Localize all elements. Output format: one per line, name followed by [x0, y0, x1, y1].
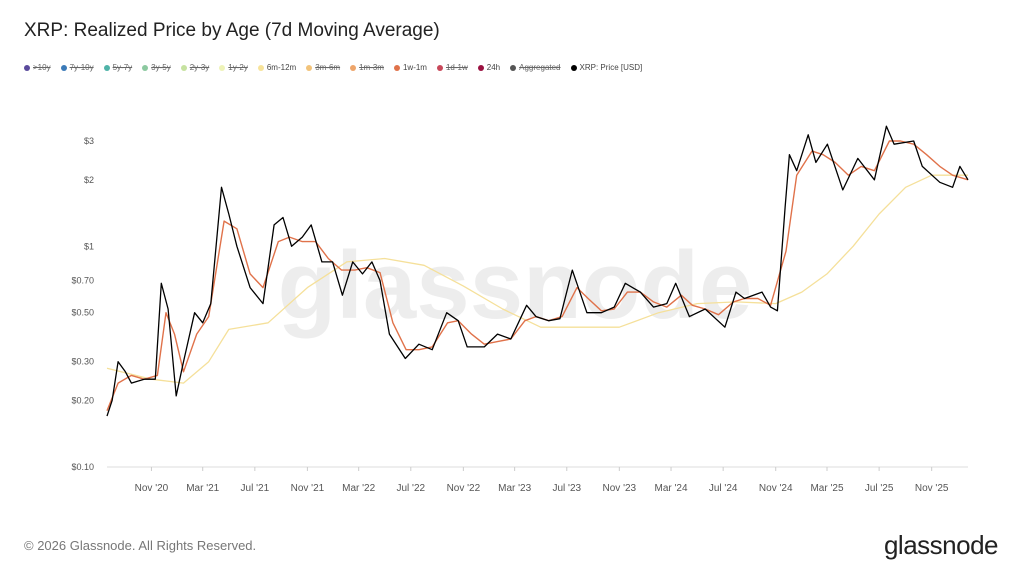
legend-label: 1m-3m: [359, 63, 384, 72]
y-tick-label: $0.50: [71, 308, 94, 318]
legend-dot-icon: [436, 64, 443, 71]
legend-dot-icon: [350, 64, 357, 71]
legend-item[interactable]: XRP: Price [USD]: [570, 63, 643, 72]
x-tick-label: Nov '22: [447, 483, 481, 494]
series-line-xrp-price-usd-: [106, 125, 969, 417]
series-line-6m-12m: [106, 174, 968, 384]
x-tick-label: Nov '25: [915, 483, 949, 494]
y-tick-label: $0.20: [71, 396, 94, 406]
legend-dot-icon: [510, 64, 517, 71]
glassnode-logo: glassnode: [883, 530, 999, 560]
legend-label: >10y: [33, 63, 51, 72]
legend-item[interactable]: 24h: [477, 63, 501, 72]
x-tick-label: Jul '25: [865, 483, 894, 494]
legend-dot-icon: [477, 64, 484, 71]
legend-dot-icon: [142, 64, 149, 71]
legend-item[interactable]: Aggregated: [510, 63, 561, 72]
legend-item[interactable]: 5y-7y: [103, 63, 133, 72]
legend-dot-icon: [257, 64, 264, 71]
y-tick-label: $0.70: [71, 275, 94, 285]
legend-item[interactable]: 1y-2y: [219, 63, 248, 72]
legend-item[interactable]: 3y-5y: [142, 63, 171, 72]
y-tick-label: $0.30: [71, 357, 94, 367]
y-tick-label: $0.10: [71, 462, 94, 472]
legend-item[interactable]: 1w-1m: [393, 63, 427, 72]
legend-dot-icon: [219, 64, 226, 71]
legend-label: 24h: [486, 63, 501, 72]
legend-item[interactable]: 6m-12m: [257, 63, 297, 72]
legend-dot-icon: [24, 64, 30, 71]
x-tick-label: Mar '23: [498, 483, 531, 494]
legend-label: 3m-6m: [315, 63, 341, 72]
legend-label: 1d-1w: [445, 63, 468, 72]
legend-label: 1w-1m: [402, 63, 427, 72]
chart-title: XRP: Realized Price by Age (7d Moving Av…: [24, 20, 440, 41]
legend-item[interactable]: 3m-6m: [306, 63, 340, 72]
y-tick-label: $2: [84, 175, 94, 185]
watermark: glassnode: [278, 232, 753, 339]
legend: >10y 7y-10y 5y-7y 3y-5y 2y-3y 1y-2y 6m-12m 3m-6…: [24, 63, 642, 72]
legend-item[interactable]: 1m-3m: [350, 63, 384, 72]
x-tick-label: Nov '20: [135, 483, 169, 494]
x-tick-label: Mar '22: [342, 483, 375, 494]
y-tick-label: $1: [84, 241, 94, 251]
legend-item[interactable]: >10y: [24, 63, 51, 72]
x-tick-label: Jul '23: [552, 483, 581, 494]
legend-dot-icon: [306, 64, 313, 71]
legend-label: 7y-10y: [69, 63, 94, 72]
x-tick-label: Nov '21: [291, 483, 325, 494]
x-tick-label: Jul '22: [397, 483, 426, 494]
x-tick-label: Nov '24: [759, 483, 793, 494]
legend-dot-icon: [180, 64, 187, 71]
legend-dot-icon: [393, 64, 400, 71]
legend-label: 1y-2y: [228, 63, 248, 72]
x-tick-label: Mar '25: [810, 483, 843, 494]
legend-item[interactable]: 2y-3y: [180, 63, 210, 72]
legend-item[interactable]: 7y-10y: [60, 63, 94, 72]
legend-dot-icon: [103, 64, 110, 71]
legend-label: 6m-12m: [266, 63, 297, 72]
legend-label: 5y-7y: [112, 63, 133, 72]
legend-label: XRP: Price [USD]: [579, 63, 643, 72]
x-tick-label: Nov '23: [603, 483, 637, 494]
x-tick-label: Jul '24: [709, 483, 738, 494]
copyright: © 2026 Glassnode. All Rights Reserved.: [24, 538, 257, 553]
legend-dot-icon: [570, 64, 577, 71]
legend-item[interactable]: 1d-1w: [436, 63, 468, 72]
x-tick-label: Jul '21: [241, 483, 270, 494]
legend-label: 3y-5y: [151, 63, 171, 72]
y-tick-label: $3: [84, 136, 94, 146]
x-tick-label: Mar '24: [655, 483, 688, 494]
legend-label: Aggregated: [519, 63, 561, 72]
legend-dot-icon: [60, 64, 67, 71]
legend-label: 2y-3y: [189, 63, 210, 72]
x-tick-label: Mar '21: [186, 483, 219, 494]
